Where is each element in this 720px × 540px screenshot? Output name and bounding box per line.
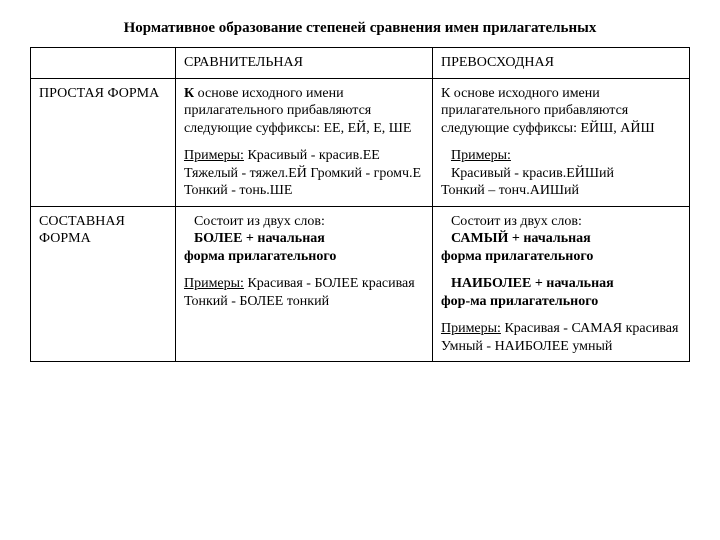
compound-sup-p1b: САМЫЙ + начальная (451, 231, 591, 246)
row-simple-label: ПРОСТАЯ ФОРМА (31, 78, 176, 206)
header-comparative: СРАВНИТЕЛЬНАЯ (175, 48, 432, 79)
simple-sup-rule: К основе исходного имени прилагательного… (441, 85, 681, 138)
simple-comp-ex-label: Примеры: (184, 148, 244, 163)
header-superlative: ПРЕВОСХОДНАЯ (432, 48, 689, 79)
compound-sup-p2a: НАИБОЛЕЕ + начальная (451, 276, 614, 291)
compound-comp-p1a: Состоит из двух слов: (184, 213, 424, 231)
cell-simple-superlative: К основе исходного имени прилагательного… (432, 78, 689, 206)
cell-compound-superlative: Состоит из двух слов: САМЫЙ + начальная … (432, 206, 689, 362)
compound-sup-ex-label: Примеры: (441, 321, 501, 336)
header-row: СРАВНИТЕЛЬНАЯ ПРЕВОСХОДНАЯ (31, 48, 690, 79)
compound-comp-p1c: форма прилагательного (184, 249, 336, 264)
simple-comp-rule-mid: основе исходного имени прилагательного п… (184, 86, 412, 136)
comparison-table: СРАВНИТЕЛЬНАЯ ПРЕВОСХОДНАЯ ПРОСТАЯ ФОРМА… (30, 47, 690, 362)
simple-comp-rule-pre: К (184, 86, 194, 101)
cell-compound-comparative: Состоит из двух слов: БОЛЕЕ + начальная … (175, 206, 432, 362)
simple-sup-ex-label: Примеры: (451, 148, 511, 163)
simple-sup-ex-body1: Красивый - красив.ЕЙШий (441, 165, 681, 183)
row-simple: ПРОСТАЯ ФОРМА К основе исходного имени п… (31, 78, 690, 206)
compound-sup-p1a: Состоит из двух слов: (441, 213, 681, 231)
simple-sup-ex-body2: Тонкий – тонч.АИШий (441, 182, 681, 200)
cell-simple-comparative: К основе исходного имени прилагательного… (175, 78, 432, 206)
compound-comp-p1b: БОЛЕЕ + начальная (194, 231, 325, 246)
compound-sup-p1c: форма прилагательного (441, 249, 593, 264)
page-title: Нормативное образование степеней сравнен… (30, 20, 690, 37)
header-blank (31, 48, 176, 79)
compound-comp-ex-label: Примеры: (184, 276, 244, 291)
row-compound-label: СОСТАВНАЯ ФОРМА (31, 206, 176, 362)
row-compound: СОСТАВНАЯ ФОРМА Состоит из двух слов: БО… (31, 206, 690, 362)
compound-sup-p2b: фор-ма прилагательного (441, 294, 598, 309)
